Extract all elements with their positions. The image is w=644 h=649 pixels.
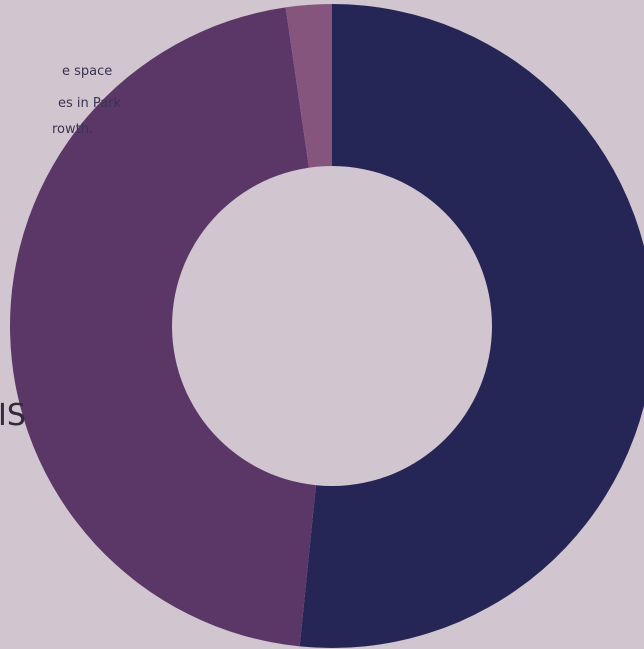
donut-slice-2 bbox=[10, 7, 333, 647]
text-fragment-4: IS bbox=[0, 398, 26, 433]
donut-hole bbox=[172, 166, 492, 486]
text-fragment-1: e space bbox=[62, 64, 113, 79]
text-fragment-2: es in Park bbox=[58, 96, 121, 111]
text-fragment-3: rowth. bbox=[52, 122, 94, 137]
